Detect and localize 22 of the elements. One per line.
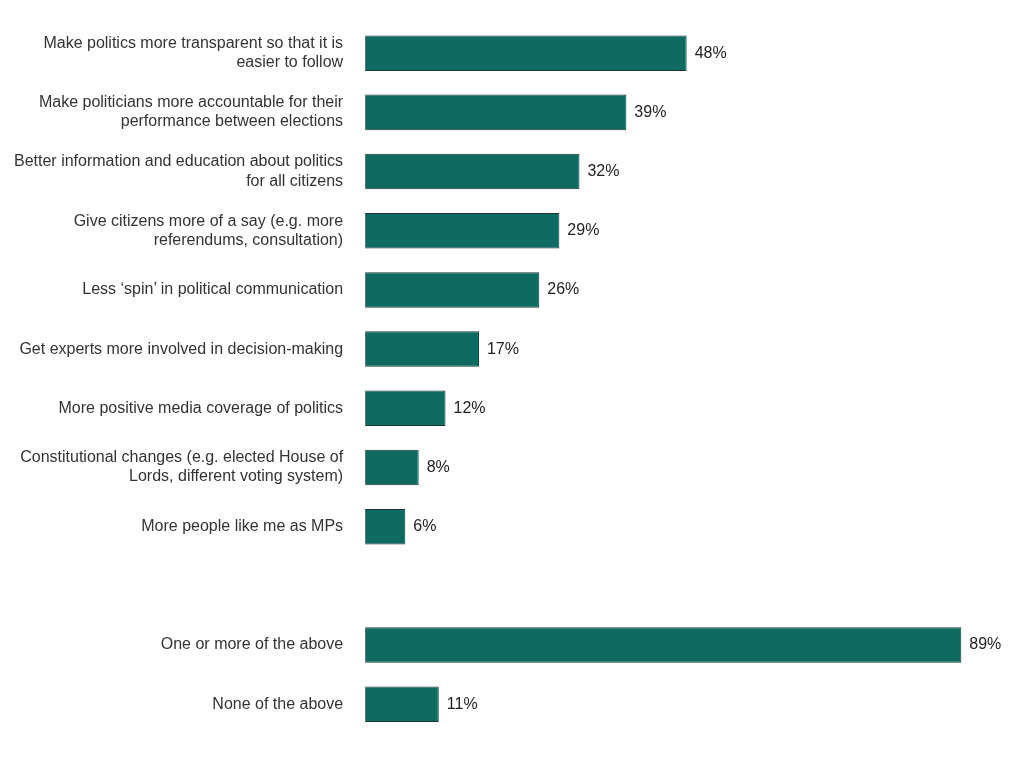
y-tick-label: Make politics more transparent so that it is easier to follow — [43, 34, 344, 71]
data-label: 8% — [426, 457, 450, 475]
data-label: 29% — [567, 221, 600, 239]
y-tick-label: One or more of the above — [160, 635, 344, 653]
data-label: 26% — [547, 280, 580, 298]
data-label: 39% — [634, 102, 667, 120]
data-label: 12% — [453, 398, 486, 416]
y-tick-label: Constitutional changes (e.g. elected House of Lords, different voting system) — [20, 448, 344, 485]
data-label: 17% — [486, 339, 520, 357]
data-label: 89% — [969, 635, 1002, 653]
y-tick-label: More positive media coverage of politics — [58, 398, 344, 416]
y-tick-label: Get experts more involved in decision-making — [19, 339, 344, 357]
data-label: 48% — [694, 43, 727, 61]
data-label: 6% — [413, 517, 437, 535]
y-tick-label: More people like me as MPs — [141, 517, 344, 535]
y-tick-label: Make politicians more accountable for their performance between elections — [38, 93, 344, 130]
y-tick-label: None of the above — [212, 694, 344, 712]
y-tick-label: Less ‘spin’ in political communication — [82, 280, 344, 298]
data-label: 11% — [446, 694, 478, 712]
y-tick-label: Give citizens more of a say (e.g. more referendums, consultation) — [73, 211, 344, 248]
data-label: 32% — [587, 161, 620, 179]
y-tick-label: Better information and education about politics for all citizens — [14, 152, 344, 189]
